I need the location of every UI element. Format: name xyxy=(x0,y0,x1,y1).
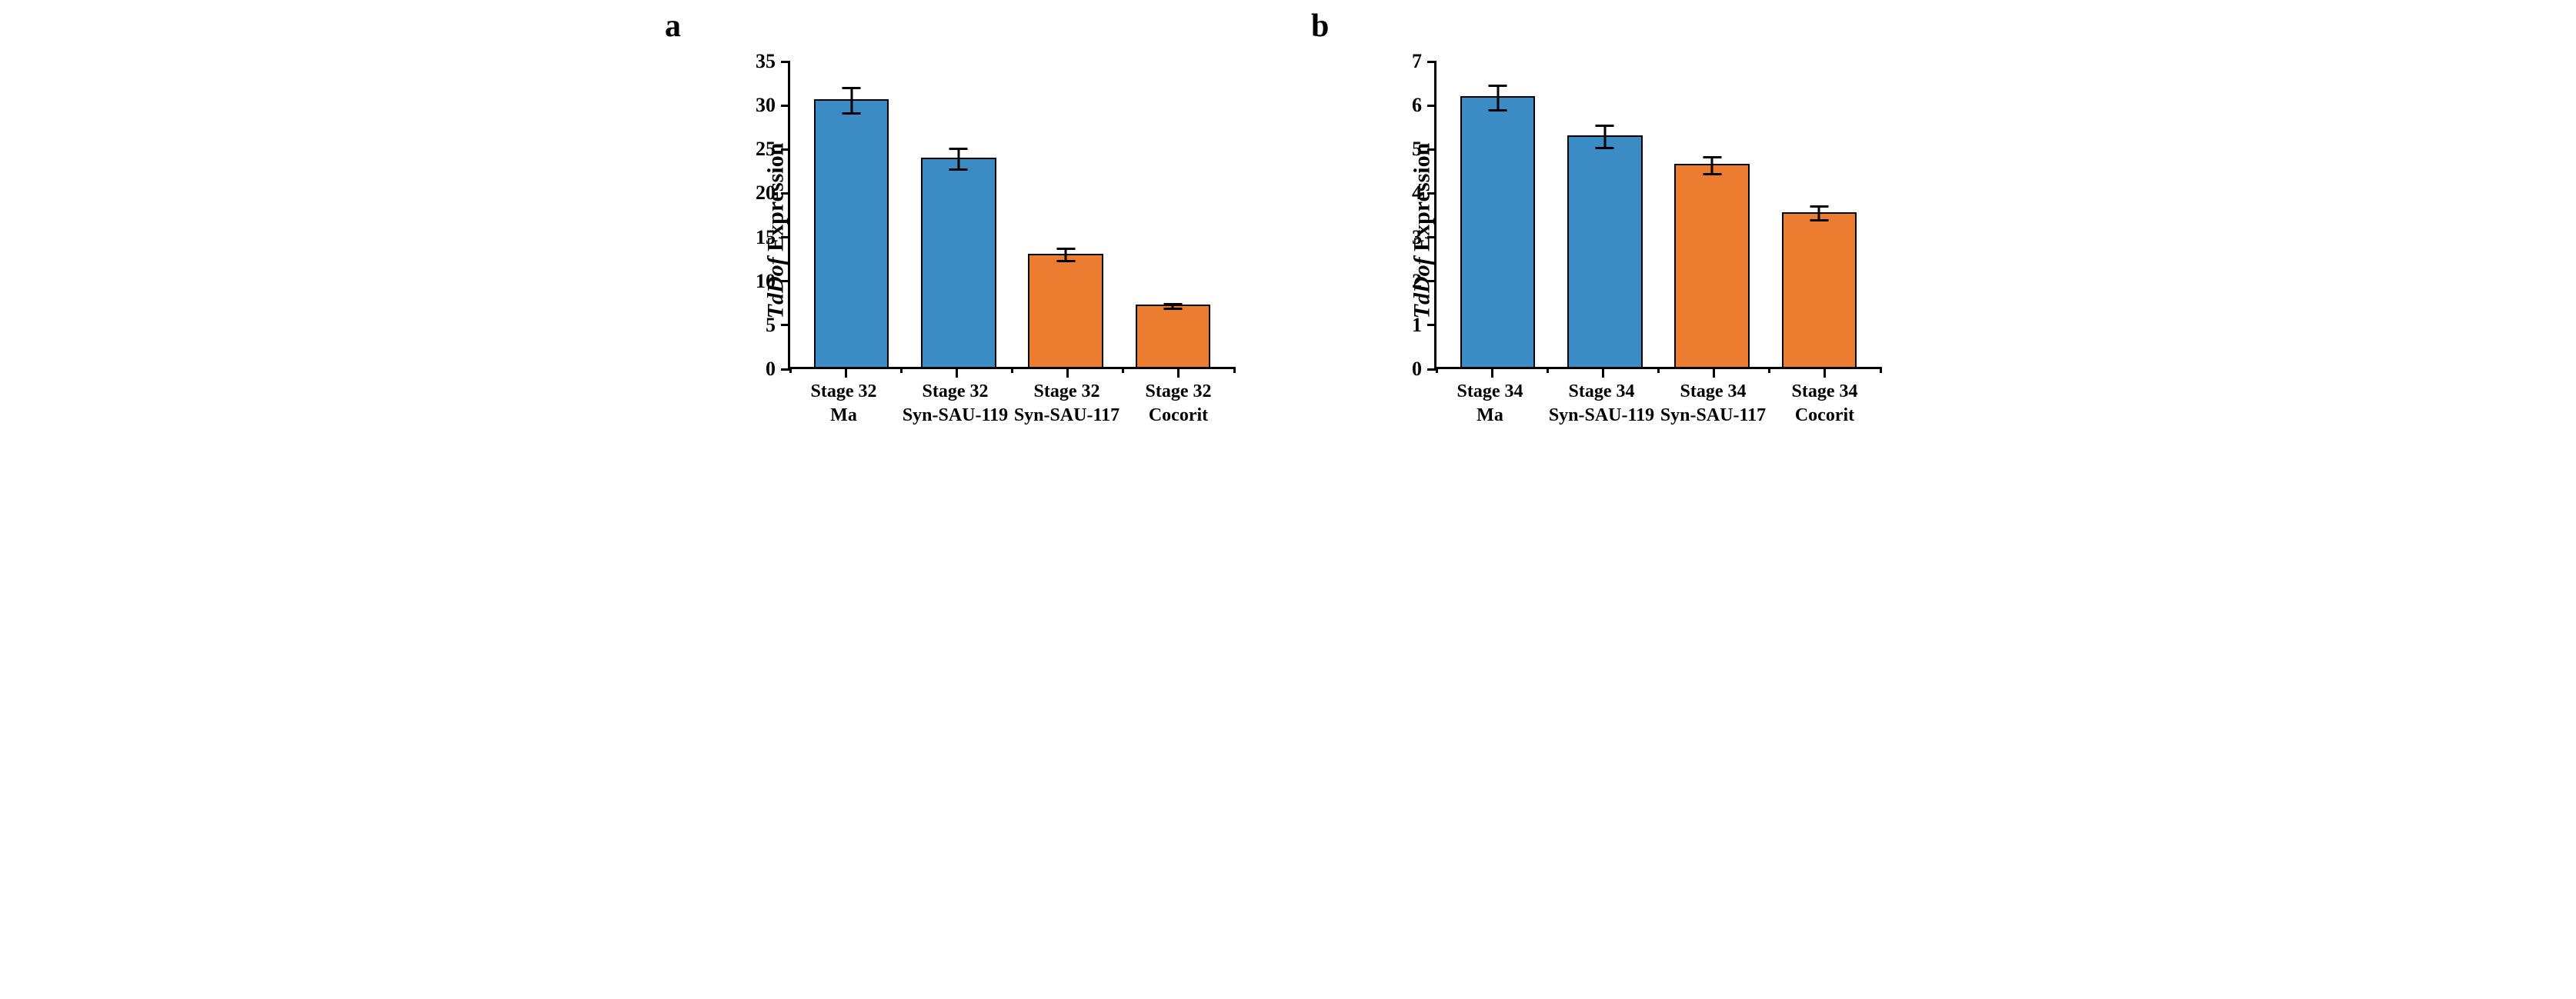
x-tick-label: Stage 34Cocorit xyxy=(1769,380,1880,428)
x-minor-tick xyxy=(1233,367,1236,373)
x-major-tick xyxy=(1713,367,1715,378)
chart-bar xyxy=(1028,254,1103,367)
y-tick: 7 xyxy=(1412,50,1434,73)
y-tick: 30 xyxy=(756,94,788,117)
x-labels-a: Stage 32MaStage 32Syn-SAU-119Stage 32Syn… xyxy=(788,380,1234,428)
error-bar xyxy=(1172,303,1174,310)
y-tick: 3 xyxy=(1412,226,1434,249)
x-tick-label: Stage 32Cocorit xyxy=(1123,380,1234,428)
panel-b: b TdDof Expression 01234567 Stage 34MaSt… xyxy=(1319,15,1904,400)
y-ticks-a: 05101520253035 xyxy=(757,62,788,369)
y-tick: 6 xyxy=(1412,94,1434,117)
x-major-tick xyxy=(1602,367,1604,378)
y-tick: 20 xyxy=(756,181,788,205)
x-minor-tick xyxy=(1657,367,1660,373)
chart-bar xyxy=(1674,164,1749,367)
error-bar xyxy=(1497,85,1499,111)
x-tick-label: Stage 32Ma xyxy=(788,380,899,428)
error-bar xyxy=(1065,248,1067,261)
bar-slot xyxy=(1659,62,1766,367)
x-major-tick xyxy=(1177,367,1180,378)
chart-bar xyxy=(814,99,889,367)
x-major-tick xyxy=(956,367,958,378)
x-tick-label: Stage 34Syn-SAU-117 xyxy=(1657,380,1769,428)
y-tick: 5 xyxy=(1412,138,1434,161)
bar-slot xyxy=(1119,62,1226,367)
bar-slot xyxy=(1013,62,1119,367)
chart-bar xyxy=(921,158,996,367)
chart-bar xyxy=(1782,212,1857,367)
bars-b xyxy=(1436,62,1880,367)
bar-slot xyxy=(1551,62,1658,367)
error-bar xyxy=(1711,156,1713,175)
chart-bar xyxy=(1136,305,1210,367)
x-tick-label: Stage 32Syn-SAU-117 xyxy=(1011,380,1123,428)
chart-bar xyxy=(1567,135,1642,367)
x-minor-tick xyxy=(900,367,903,373)
y-tick: 5 xyxy=(766,314,788,337)
y-ticks-b: 01234567 xyxy=(1403,62,1434,369)
x-minor-tick xyxy=(1768,367,1770,373)
x-major-tick xyxy=(845,367,847,378)
x-major-tick xyxy=(1824,367,1826,378)
y-tick: 0 xyxy=(1412,358,1434,381)
y-tick: 15 xyxy=(756,226,788,249)
x-major-tick xyxy=(1066,367,1069,378)
panel-label-b: b xyxy=(1311,8,1329,45)
x-minor-tick xyxy=(1122,367,1124,373)
x-minor-tick xyxy=(1880,367,1882,373)
x-minor-tick xyxy=(1436,367,1438,373)
x-tick-label: Stage 32Syn-SAU-119 xyxy=(899,380,1011,428)
panel-a: a TdDof Expression 05101520253035 Stage … xyxy=(672,15,1257,400)
y-tick: 1 xyxy=(1412,314,1434,337)
plot-a xyxy=(788,62,1234,369)
x-minor-tick xyxy=(789,367,792,373)
y-tick: 0 xyxy=(766,358,788,381)
y-tick: 10 xyxy=(756,270,788,293)
x-major-tick xyxy=(1491,367,1493,378)
x-minor-tick xyxy=(1547,367,1549,373)
y-tick: 35 xyxy=(756,50,788,73)
error-bar xyxy=(850,87,853,115)
bar-slot xyxy=(1766,62,1873,367)
x-minor-tick xyxy=(1011,367,1013,373)
error-bar xyxy=(1818,205,1820,221)
panel-label-a: a xyxy=(665,8,681,45)
bar-slot xyxy=(798,62,905,367)
plot-b xyxy=(1434,62,1880,369)
bars-a xyxy=(790,62,1234,367)
y-tick: 4 xyxy=(1412,181,1434,205)
bar-slot xyxy=(905,62,1012,367)
error-bar xyxy=(1603,125,1606,149)
x-tick-label: Stage 34Ma xyxy=(1434,380,1546,428)
y-tick: 25 xyxy=(756,138,788,161)
chart-bar xyxy=(1460,96,1535,367)
x-labels-b: Stage 34MaStage 34Syn-SAU-119Stage 34Syn… xyxy=(1434,380,1880,428)
error-bar xyxy=(957,148,959,171)
x-tick-label: Stage 34Syn-SAU-119 xyxy=(1546,380,1657,428)
chart-b: TdDof Expression 01234567 Stage 34MaStag… xyxy=(1403,62,1880,400)
bar-slot xyxy=(1444,62,1551,367)
y-tick: 2 xyxy=(1412,270,1434,293)
chart-a: TdDof Expression 05101520253035 Stage 32… xyxy=(757,62,1234,400)
